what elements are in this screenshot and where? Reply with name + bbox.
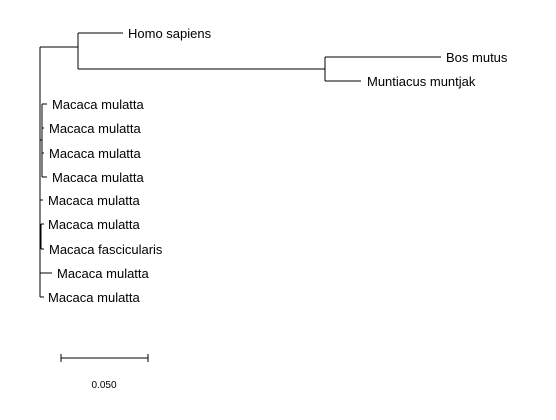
taxon-labels: Homo sapiens Bos mutus Muntiacus muntjak… [48, 26, 508, 305]
taxon-macaca-fascicularis: Macaca fascicularis [49, 242, 163, 257]
taxon-macaca-mulatta-2: Macaca mulatta [49, 121, 142, 136]
taxon-macaca-mulatta-5: Macaca mulatta [48, 193, 141, 208]
taxon-macaca-mulatta-4: Macaca mulatta [52, 170, 145, 185]
taxon-macaca-mulatta-8: Macaca mulatta [48, 290, 141, 305]
taxon-macaca-mulatta-7: Macaca mulatta [57, 266, 150, 281]
taxon-muntiacus-muntjak: Muntiacus muntjak [367, 74, 476, 89]
taxon-homo-sapiens: Homo sapiens [128, 26, 212, 41]
scale-bar: 0.050 [60, 354, 149, 391]
taxon-bos-mutus: Bos mutus [446, 50, 508, 65]
scale-bar-label: 0.050 [91, 380, 116, 391]
taxon-macaca-mulatta-3: Macaca mulatta [49, 146, 142, 161]
taxon-macaca-mulatta-1: Macaca mulatta [52, 97, 145, 112]
tree-branches [39, 32, 441, 298]
taxon-macaca-mulatta-6: Macaca mulatta [48, 217, 141, 232]
